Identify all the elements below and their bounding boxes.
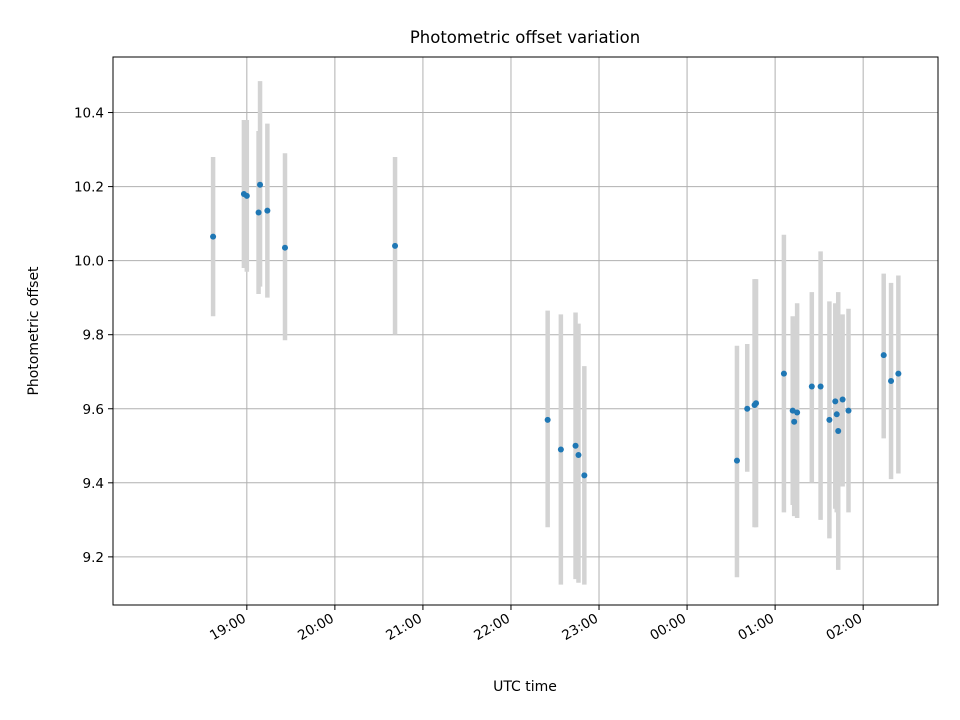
data-point [880, 352, 887, 359]
y-tick-label: 10.0 [74, 254, 104, 270]
data-point [835, 427, 842, 434]
data-point [753, 400, 760, 407]
plot-area-background [113, 57, 938, 605]
data-point [832, 398, 839, 405]
data-point [833, 411, 840, 418]
data-point [888, 377, 895, 384]
data-point [839, 396, 846, 403]
data-point [255, 209, 262, 216]
y-axis-ticks: 9.2 9.4 9.6 9.8 10.0 10.2 10.4 [74, 106, 113, 566]
y-tick-label: 9.2 [83, 550, 104, 566]
chart-title: Photometric offset variation [410, 28, 640, 47]
y-tick-label: 9.4 [83, 476, 104, 492]
data-point [575, 452, 582, 459]
data-point [281, 244, 288, 251]
data-point [744, 405, 751, 412]
data-point [791, 418, 798, 425]
data-point [826, 416, 833, 423]
data-point [733, 457, 740, 464]
data-point [581, 472, 588, 479]
data-point [243, 192, 250, 199]
data-point [257, 181, 264, 188]
data-point [210, 233, 217, 240]
data-point [572, 442, 579, 449]
data-point [808, 383, 815, 390]
y-tick-label: 10.4 [74, 106, 104, 122]
data-point [264, 207, 271, 214]
y-tick-label: 9.6 [83, 402, 104, 418]
data-point [780, 370, 787, 377]
grid-lines [113, 57, 938, 605]
y-axis-label: Photometric offset [26, 266, 42, 396]
data-point [817, 383, 824, 390]
y-tick-label: 10.2 [74, 180, 104, 196]
y-tick-label: 9.8 [83, 328, 104, 344]
data-point [544, 416, 551, 423]
data-point [845, 407, 852, 414]
plot-area-frame [112, 56, 939, 606]
data-point [895, 370, 902, 377]
data-point [392, 242, 399, 249]
data-point [794, 409, 801, 416]
data-points [210, 181, 902, 479]
x-axis-label: UTC time [493, 679, 557, 695]
data-point [557, 446, 564, 453]
